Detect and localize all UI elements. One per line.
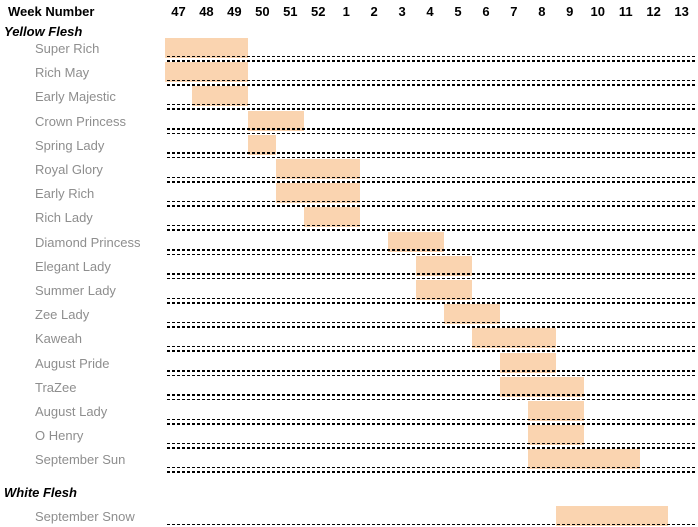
variety-label: Rich May [35,65,90,81]
availability-bar [304,207,361,228]
row-separator-line [167,84,696,86]
availability-bar [416,255,472,276]
availability-bar [416,280,472,300]
variety-label: Early Majestic [35,89,116,105]
row-separator-line [167,297,696,299]
variety-label: Zee Lady [35,307,90,323]
row-separator-line [167,273,696,275]
availability-bar [276,159,361,179]
availability-bar [164,62,249,83]
variety-label: Early Rich [35,186,95,202]
row-separator-line [167,321,696,324]
row-separator-line [167,370,696,372]
week-tick: 6 [482,4,490,19]
week-tick: 5 [454,4,462,19]
row-separator-line [167,200,696,203]
week-tick: 52 [311,4,326,19]
week-tick: 4 [426,4,434,19]
row-separator-line [167,253,696,256]
row-separator-line [167,523,696,525]
row-separator-line [167,423,696,425]
row-separator-line [167,224,696,227]
row-separator-line [167,176,696,178]
variety-label: TraZee [35,379,77,395]
row-separator-line [167,152,696,154]
row-separator-line [167,103,696,106]
row-separator-line [167,128,696,130]
week-tick: 51 [283,4,298,19]
week-tick: 11 [618,4,633,19]
row-separator-line [167,350,696,352]
row-separator-line [167,108,696,110]
week-tick: 47 [171,4,186,19]
availability-bar [555,506,668,526]
week-tick: 50 [255,4,270,19]
availability-bar [527,425,584,446]
variety-label: O Henry [35,428,84,444]
row-separator-line [167,79,696,82]
section-title-white-flesh: White Flesh [4,485,77,500]
week-tick: 10 [590,4,605,19]
row-separator-line [167,466,696,469]
variety-label: Kaweah [35,331,82,347]
row-separator-line [167,326,696,328]
variety-label: Summer Lady [35,283,116,298]
week-tick: 12 [646,4,661,19]
row-separator-line [167,394,696,396]
row-separator-line [167,205,696,207]
row-separator-line [167,181,696,183]
section-title-yellow-flesh: Yellow Flesh [4,24,83,39]
availability-bar [527,401,584,421]
variety-label: Spring Lady [35,137,105,153]
availability-bar [444,304,500,325]
variety-label: Crown Princess [35,113,127,129]
row-separator-line [167,132,696,135]
row-separator-line [167,442,696,445]
week-tick: 1 [342,4,350,19]
week-tick: 13 [674,4,689,19]
availability-bar [527,449,640,470]
week-tick: 9 [566,4,574,19]
row-separator-line [167,447,696,449]
week-tick: 2 [370,4,378,19]
week-tick: 3 [398,4,406,19]
row-separator-line [167,249,696,251]
row-separator-line [167,277,696,280]
variety-label: Diamond Princess [35,234,141,250]
variety-label: Royal Glory [35,162,103,177]
availability-bar [164,38,249,58]
variety-label: August Pride [35,355,110,371]
variety-label: Elegant Lady [35,258,111,274]
week-tick: 49 [227,4,242,19]
row-separator-line [167,60,696,62]
row-separator-line [167,398,696,401]
variety-label: August Lady [35,404,108,419]
row-separator-line [167,229,696,231]
availability-bar [192,86,249,107]
availability-bar [388,231,445,252]
row-separator-line [167,156,696,159]
availability-bar [499,352,556,373]
week-axis-label: Week Number [8,4,95,19]
variety-label: Rich Lady [35,210,93,226]
availability-bar [499,376,584,397]
row-separator-line [167,471,696,473]
availability-bar [248,110,305,131]
row-separator-line [167,345,696,348]
row-separator-line [167,418,696,420]
availability-bar [471,328,556,349]
variety-label: Super Rich [35,41,100,56]
variety-label: September Snow [35,509,135,524]
week-tick: 8 [538,4,546,19]
week-tick: 48 [199,4,214,19]
availability-bar [248,134,277,155]
variety-label: September Sun [35,452,126,468]
row-separator-line [167,55,696,57]
row-separator-line [167,302,696,304]
availability-bar [276,183,361,204]
week-tick: 7 [510,4,518,19]
row-separator-line [167,374,696,377]
